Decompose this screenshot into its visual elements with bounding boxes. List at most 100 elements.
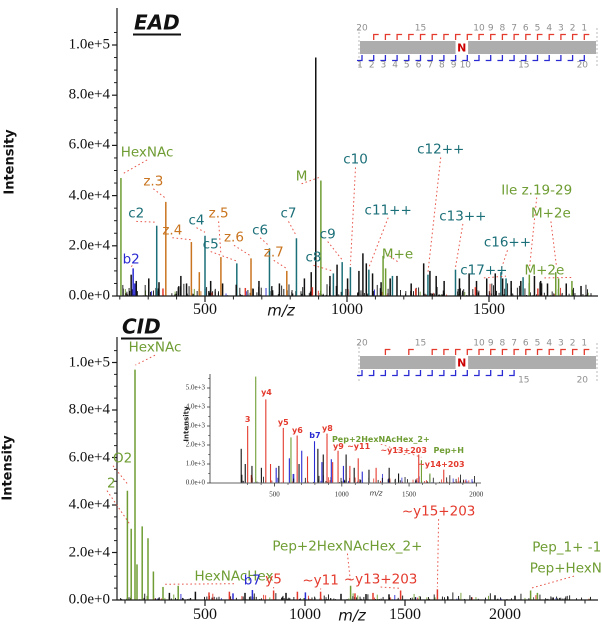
c-ion-mark: [392, 55, 398, 62]
annotation-leader: [313, 264, 334, 272]
z-ion-mark: [490, 33, 496, 40]
c-ion-mark: [438, 370, 445, 377]
annotation-leader: [121, 159, 148, 175]
z-ion-mark: [548, 348, 555, 355]
c-ion-mark: [392, 370, 398, 377]
annotation-leader: [196, 227, 206, 233]
z-ion-mark: [478, 348, 484, 355]
cid-inset-spectrum-group: [207, 374, 481, 487]
annotation-leader: [436, 519, 440, 588]
z-ion-mark: [454, 348, 461, 355]
peaks-blue: [232, 590, 307, 600]
c-ion-mark: [368, 370, 375, 377]
cid-spectrum-group: [106, 337, 598, 606]
c-ion-mark: [474, 370, 480, 377]
peaks-black: [168, 591, 516, 600]
c-ion-mark: [357, 55, 363, 62]
annotation-leader: [380, 586, 401, 589]
z-ion-mark: [525, 348, 531, 355]
z-ion-mark: [466, 348, 473, 355]
z-ion-mark: [419, 33, 426, 40]
c-ion-mark: [427, 370, 433, 377]
c-ion-mark: [567, 55, 574, 62]
annotation-leader: [346, 553, 352, 583]
z-ion-mark: [536, 348, 543, 355]
z-ion-mark: [490, 348, 496, 355]
z-ion-mark: [408, 33, 414, 40]
c-ion-mark: [474, 55, 480, 62]
z-ion-mark: [466, 33, 473, 40]
ead-spectrum-group: [112, 8, 598, 302]
peaks-red: [247, 399, 445, 483]
annotation-leader: [130, 264, 134, 267]
z-ion-mark: [501, 348, 508, 355]
c-ion-mark: [497, 370, 504, 377]
leader-lines: [106, 354, 575, 590]
annotation-leader: [153, 188, 167, 199]
glycosite-marker: [455, 41, 469, 54]
c-ion-mark: [462, 55, 468, 62]
z-ion-mark: [513, 33, 520, 40]
annotation-leader: [301, 176, 321, 185]
noise-peaks: [117, 592, 591, 600]
peaks-teal: [155, 225, 524, 296]
z-ion-mark: [583, 348, 590, 355]
c-ion-mark: [368, 55, 375, 62]
annotation-leader: [273, 259, 288, 270]
c-ion-mark: [579, 55, 585, 62]
c-ion-mark: [415, 55, 422, 62]
peaks-black: [130, 57, 582, 296]
c-ion-mark: [357, 370, 363, 377]
c-ion-mark: [544, 55, 550, 62]
z-ion-mark: [571, 33, 578, 40]
c-ion-mark: [509, 55, 515, 62]
z-ion-mark: [583, 33, 590, 40]
z-ion-mark: [548, 33, 555, 40]
c-ion-mark: [450, 55, 457, 62]
annotation-leader: [135, 354, 156, 366]
peaks-green: [255, 376, 431, 483]
c-ion-mark: [415, 370, 422, 377]
c-ion-mark: [497, 55, 504, 62]
annotation-leader: [327, 241, 343, 261]
z-ion-mark: [384, 348, 391, 355]
c-ion-mark: [509, 370, 515, 377]
annotation-leader: [528, 197, 538, 270]
z-ion-mark: [431, 33, 438, 40]
peaks-black: [240, 448, 400, 483]
z-ion-mark: [536, 33, 543, 40]
c-ion-mark: [485, 370, 492, 377]
z-ion-mark: [408, 348, 414, 355]
c-ion-marks: [357, 370, 515, 377]
peptide-backbone-bar: [360, 356, 596, 369]
annotation-leader: [349, 167, 357, 265]
z-ion-mark: [478, 33, 484, 40]
c-ion-mark: [485, 55, 492, 62]
z-ion-mark: [454, 33, 461, 40]
z-ion-mark: [443, 33, 449, 40]
c-ion-mark: [427, 55, 433, 62]
peaks-blue: [132, 268, 136, 296]
peptide-diagram-ead: [357, 28, 598, 67]
z-ion-mark: [396, 33, 403, 40]
z-ion-mark: [431, 348, 438, 355]
z-ion-mark: [525, 33, 531, 40]
annotation-leader: [162, 583, 235, 585]
annotation-leader: [172, 237, 192, 241]
annotation-leader: [259, 237, 270, 247]
z-ion-mark: [560, 33, 566, 40]
annotation-leader: [288, 221, 297, 237]
leader-lines: [121, 157, 572, 279]
peaks-green: [126, 369, 539, 600]
c-ion-mark: [462, 370, 468, 377]
peaks-red: [162, 287, 539, 296]
z-ion-mark: [384, 33, 391, 40]
c-ion-mark: [450, 370, 457, 377]
z-ion-mark: [373, 33, 379, 40]
peaks-green: [120, 178, 573, 296]
c-ion-mark: [403, 55, 410, 62]
annotation-leader: [454, 223, 464, 268]
z-ion-mark: [560, 348, 566, 355]
